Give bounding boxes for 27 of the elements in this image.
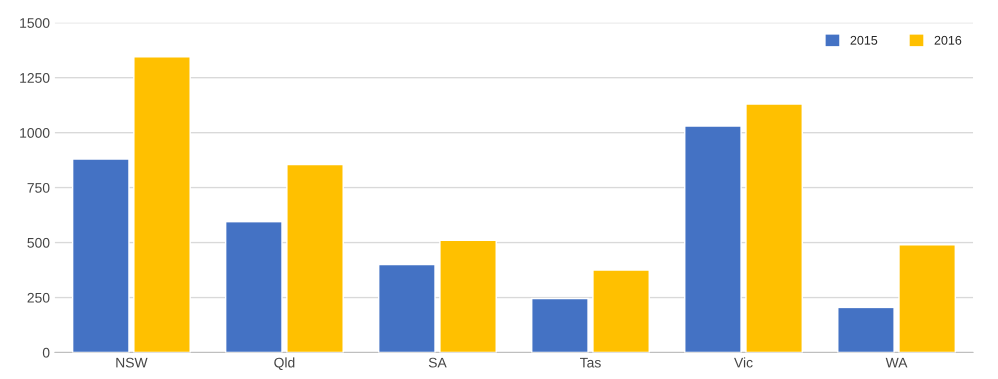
bar [592, 269, 650, 352]
bar [898, 244, 956, 352]
y-tick-label: 500 [27, 238, 50, 248]
bar [684, 125, 742, 352]
y-tick-label: 250 [28, 292, 50, 303]
y-tick-label: 1000 [20, 128, 50, 138]
bar [745, 103, 803, 352]
bar [72, 158, 130, 352]
x-tick-label: Vic [734, 357, 753, 368]
x-tick-label: Tas [580, 358, 601, 368]
bar [133, 56, 191, 352]
x-tick-label: SA [428, 358, 447, 368]
bar [531, 298, 589, 352]
bar [837, 306, 895, 352]
bar [378, 264, 436, 352]
legend-label: 2015 [850, 36, 878, 45]
x-tick-label: WA [886, 358, 908, 368]
bar [224, 220, 283, 352]
x-tick-label: Qld [274, 357, 294, 370]
x-tick-label: NSW [116, 358, 148, 368]
legend-label: 2016 [934, 36, 962, 45]
bar [439, 240, 497, 352]
y-tick-label: 0 [42, 348, 50, 358]
y-tick-label: 1250 [20, 73, 50, 83]
bar [286, 164, 344, 352]
y-tick-label: 750 [28, 182, 50, 193]
y-tick-label: 1500 [20, 18, 50, 28]
